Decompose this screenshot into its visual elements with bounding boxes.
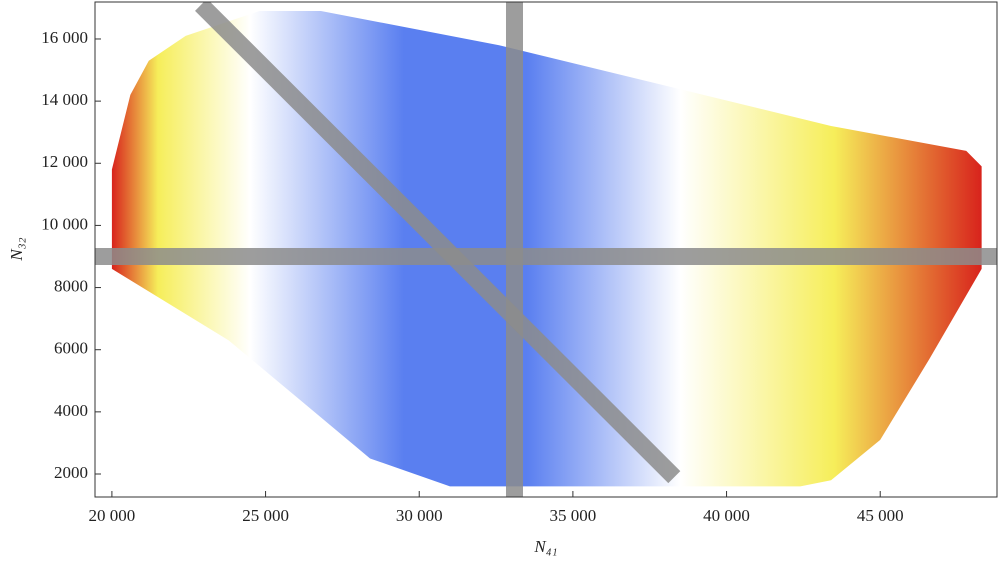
y-axis-label: N₃₂ (7, 237, 26, 261)
x-tick-label: 40 000 (703, 506, 750, 525)
reference-line (195, 2, 681, 484)
y-tick-label: 6000 (54, 339, 88, 358)
y-tick-label: 16 000 (41, 28, 88, 47)
x-tick-label: 20 000 (89, 506, 136, 525)
y-tick-label: 14 000 (41, 90, 88, 109)
x-tick-label: 30 000 (396, 506, 443, 525)
y-tick-label: 8000 (54, 276, 88, 295)
x-tick-label: 25 000 (242, 506, 289, 525)
x-tick-label: 35 000 (550, 506, 597, 525)
y-tick-label: 10 000 (41, 214, 88, 233)
y-tick-label: 4000 (54, 401, 88, 420)
frame (94, 1, 998, 498)
y-tick-label: 2000 (54, 463, 88, 482)
plot-area (95, 2, 997, 497)
x-axis-label: N₄₁ (533, 537, 557, 556)
x-tick-label: 45 000 (857, 506, 904, 525)
y-tick-label: 12 000 (41, 152, 88, 171)
